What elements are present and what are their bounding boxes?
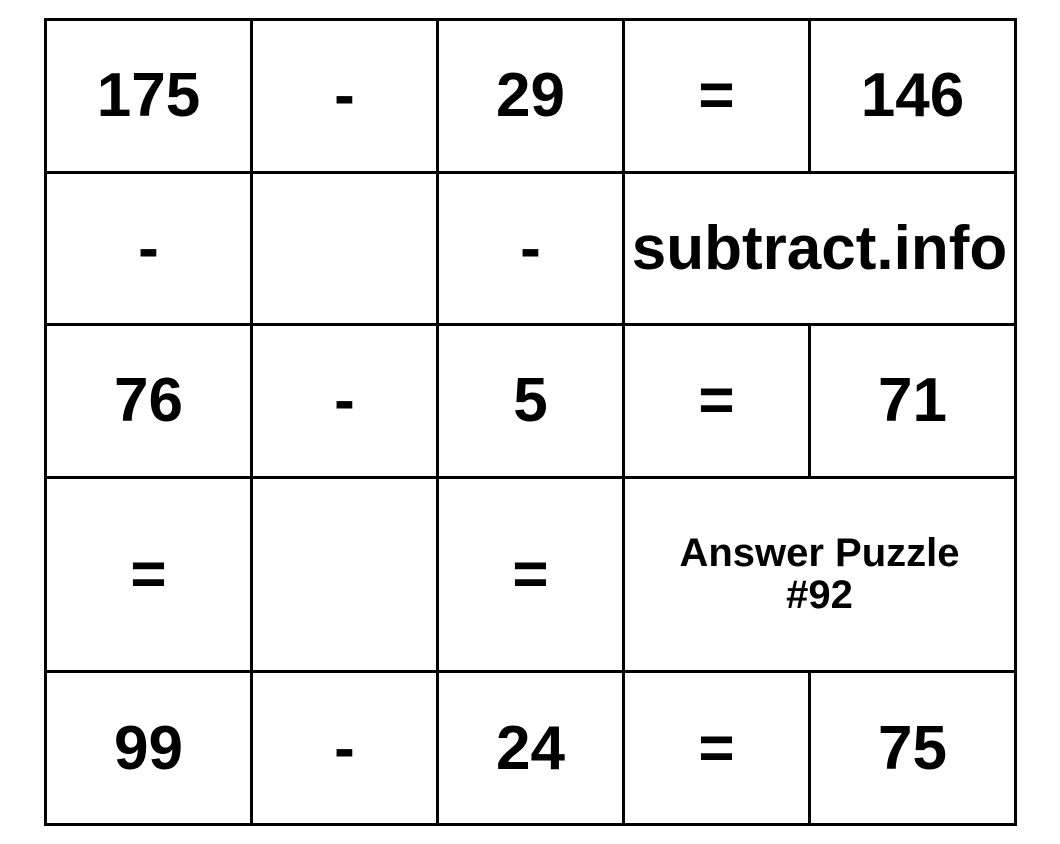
cell-r2-note: subtract.info [624,172,1016,325]
note-line2: #92 [786,573,853,617]
cell-r4c2-blank [252,477,438,672]
cell-r1c2-minus: - [252,20,438,173]
cell-r5c3: 24 [438,672,624,825]
cell-r5c2-minus: - [252,672,438,825]
cell-r4-note: Answer Puzzle #92 [624,477,1016,672]
cell-r5c4-equals: = [624,672,810,825]
cell-r5c1: 99 [46,672,252,825]
row-5: 99 - 24 = 75 [46,672,1016,825]
row-1: 175 - 29 = 146 [46,20,1016,173]
cell-r1c4-equals: = [624,20,810,173]
note-line1: Answer Puzzle [679,531,959,575]
row-2: - - subtract.info [46,172,1016,325]
cell-r4c1-equals: = [46,477,252,672]
cell-r2c2-blank [252,172,438,325]
row-3: 76 - 5 = 71 [46,325,1016,478]
cell-r3c3: 5 [438,325,624,478]
row-4: = = Answer Puzzle #92 [46,477,1016,672]
cell-r5c5: 75 [810,672,1016,825]
cell-r3c1: 76 [46,325,252,478]
puzzle-container: 175 - 29 = 146 - - subtract.info 76 - 5 … [0,0,1060,844]
cell-r3c2-minus: - [252,325,438,478]
cell-r3c5: 71 [810,325,1016,478]
cell-r1c5: 146 [810,20,1016,173]
cell-r1c1: 175 [46,20,252,173]
cell-r1c3: 29 [438,20,624,173]
cell-r2c1-minus: - [46,172,252,325]
puzzle-grid: 175 - 29 = 146 - - subtract.info 76 - 5 … [44,18,1017,826]
cell-r4c3-equals: = [438,477,624,672]
cell-r3c4-equals: = [624,325,810,478]
cell-r2c3-minus: - [438,172,624,325]
